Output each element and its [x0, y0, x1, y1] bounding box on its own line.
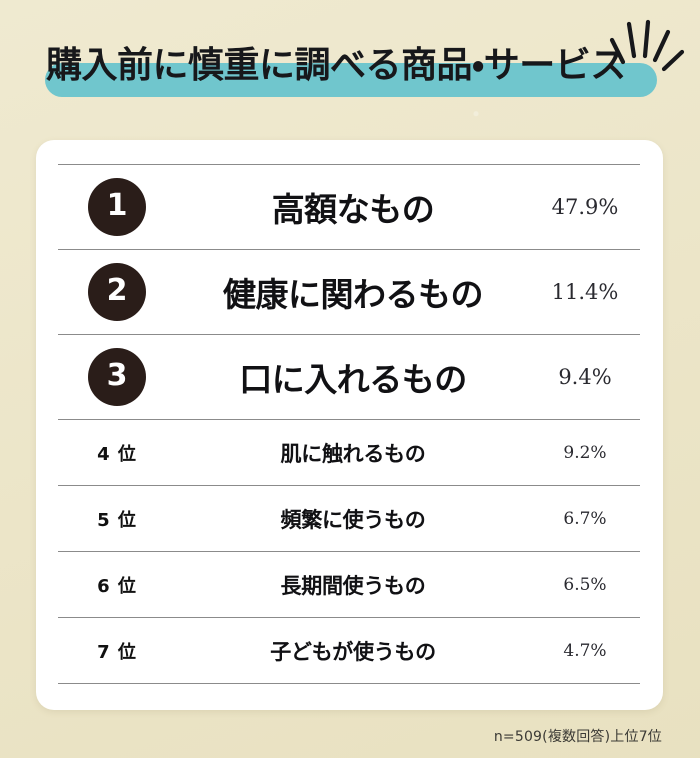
page-title: 購入前に慎重に調べる商品・サービス — [46, 45, 626, 86]
rank-cell: 5 位 — [58, 485, 176, 552]
rank-cell: 6 位 — [58, 551, 176, 618]
rank-cell: 3 — [58, 334, 176, 420]
rank-badge-1: 1 — [88, 178, 146, 236]
item-percent: 9.4% — [530, 334, 640, 420]
rank-badge-3: 3 — [88, 348, 146, 406]
item-percent: 47.9% — [530, 164, 640, 250]
item-label: 口に入れるもの — [176, 334, 530, 420]
item-percent: 9.2% — [530, 419, 640, 486]
table-row: 1 高額なもの 47.9% — [58, 164, 640, 250]
table-row: 3 口に入れるもの 9.4% — [58, 334, 640, 420]
table-row: 2 健康に関わるもの 11.4% — [58, 249, 640, 335]
item-percent: 6.5% — [530, 551, 640, 618]
item-label: 頻繁に使うもの — [176, 485, 530, 552]
rank-cell: 2 — [58, 249, 176, 335]
rank-label-5: 5 位 — [97, 509, 137, 531]
ranking-card: 1 高額なもの 47.9% 2 健康に関わるもの 11.4% 3 口に入れるもの… — [36, 140, 663, 712]
title-highlight-bar — [45, 63, 657, 97]
item-label: 健康に関わるもの — [176, 249, 530, 335]
table-bottom-rule-label — [176, 683, 530, 712]
header: 購入前に慎重に調べる商品・サービス — [0, 0, 700, 132]
rank-cell: 4 位 — [58, 419, 176, 486]
table-row: 4 位 肌に触れるもの 9.2% — [58, 419, 640, 486]
rank-label-4: 4 位 — [97, 443, 137, 465]
item-percent: 11.4% — [530, 249, 640, 335]
rank-cell: 7 位 — [58, 617, 176, 684]
table-bottom-rule — [58, 683, 640, 712]
ranking-table: 1 高額なもの 47.9% 2 健康に関わるもの 11.4% 3 口に入れるもの… — [58, 164, 640, 712]
item-percent: 6.7% — [530, 485, 640, 552]
table-bottom-rule-rank — [58, 683, 176, 712]
sparkle-burst-icon — [609, 19, 685, 72]
item-label: 高額なもの — [176, 164, 530, 250]
footnote: n=509(複数回答)上位7位 — [493, 729, 662, 745]
item-percent: 4.7% — [530, 617, 640, 684]
rank-label-6: 6 位 — [97, 575, 137, 597]
rank-badge-2: 2 — [88, 263, 146, 321]
item-label: 子どもが使うもの — [176, 617, 530, 684]
table-row: 6 位 長期間使うもの 6.5% — [58, 551, 640, 618]
item-label: 長期間使うもの — [176, 551, 530, 618]
table-bottom-rule-pct — [530, 683, 640, 712]
rank-cell: 1 — [58, 164, 176, 250]
table-row: 5 位 頻繁に使うもの 6.7% — [58, 485, 640, 552]
rank-label-7: 7 位 — [97, 641, 137, 663]
table-row: 7 位 子どもが使うもの 4.7% — [58, 617, 640, 684]
item-label: 肌に触れるもの — [176, 419, 530, 486]
